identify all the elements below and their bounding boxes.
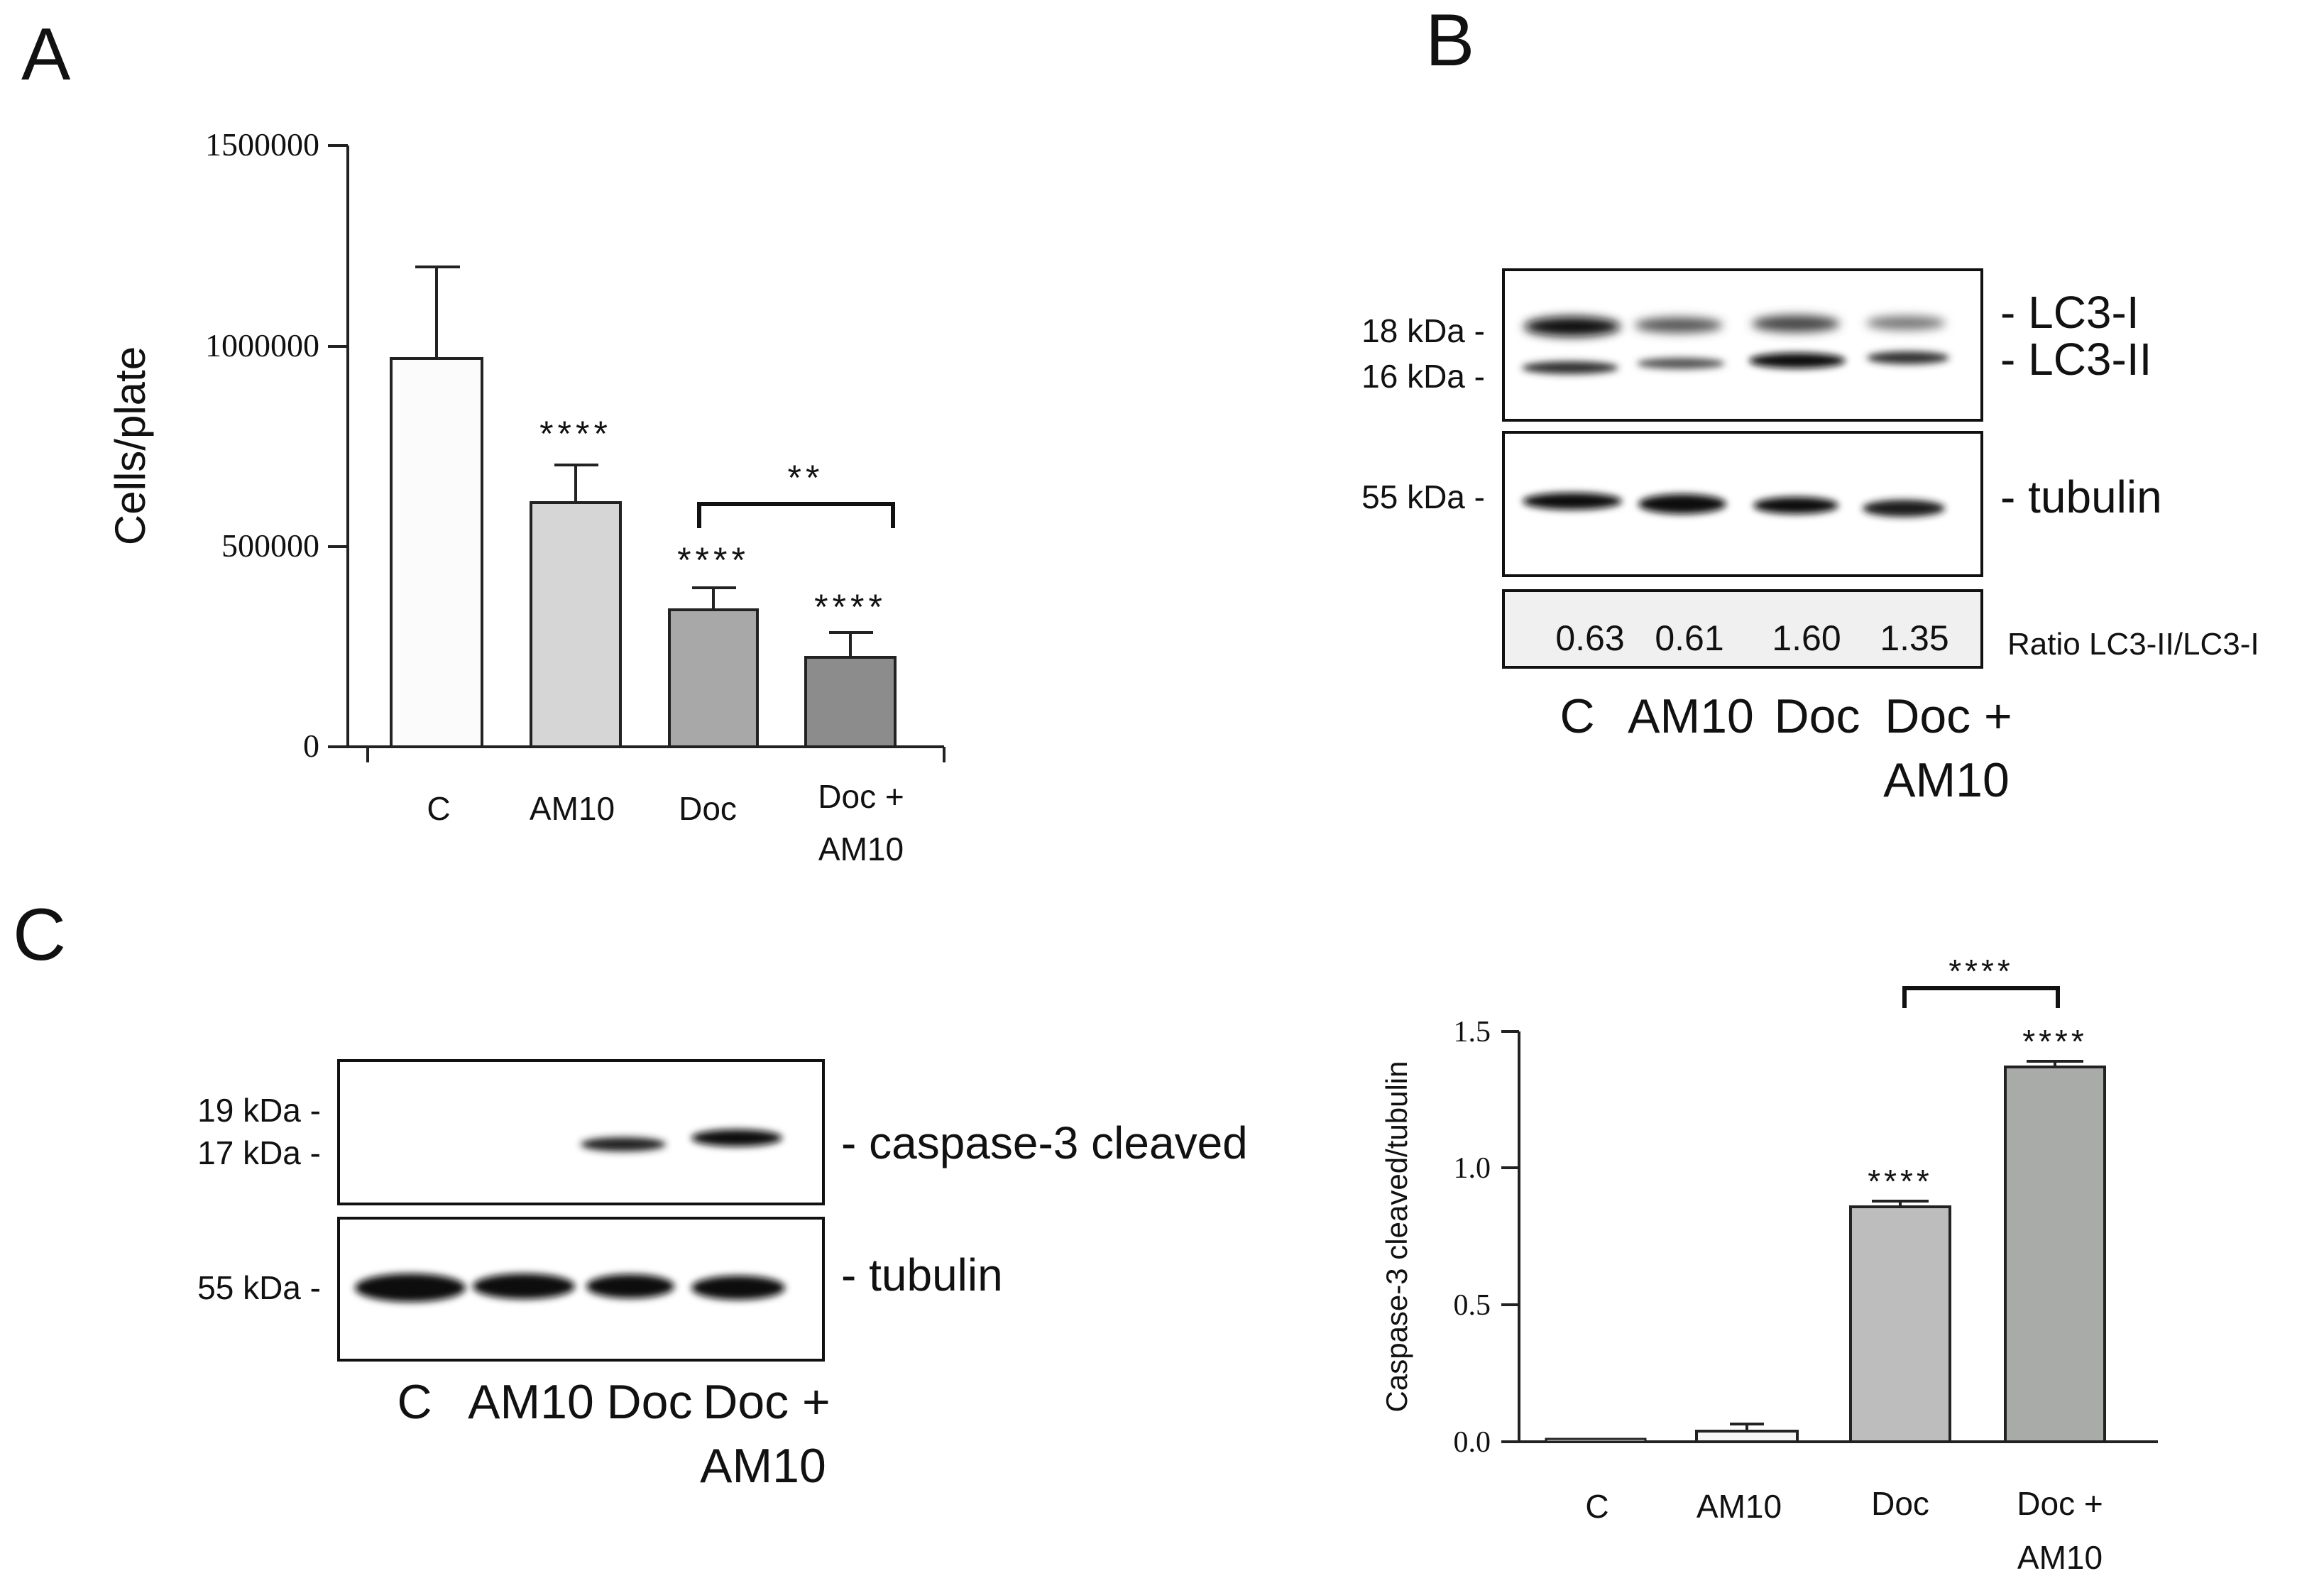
chart-c-significance: **** xyxy=(1868,1163,1933,1200)
panel-letter-c: C xyxy=(13,894,66,976)
chart-c-xlabel-doc-am10-line1: Doc + xyxy=(2017,1485,2103,1522)
chart-a-xlabel-c: C xyxy=(427,790,450,827)
blot-c-marker: 19 kDa - xyxy=(197,1092,321,1129)
blot-c-band-tubulin-doc xyxy=(586,1274,674,1298)
panel-letter-a: A xyxy=(21,13,71,96)
chart-c-ylabel: Caspase-3 cleaved/tubulin xyxy=(1380,1061,1413,1413)
chart-c-ytick-label: 0.5 xyxy=(1454,1289,1491,1322)
chart-c-bar-doc xyxy=(1849,1205,1951,1443)
blot-c-marker: 17 kDa - xyxy=(197,1134,321,1171)
chart-c-significance: **** xyxy=(2022,1023,2088,1060)
chart-a-ytick-label: 0 xyxy=(303,728,319,764)
blot-b-ratio-label: Ratio LC3-II/LC3-I xyxy=(2007,627,2259,662)
blot-b-band-label: - tubulin xyxy=(2000,471,2162,522)
blot-c-lane-label: Doc + xyxy=(703,1375,831,1429)
blot-c-band-tubulin-am10 xyxy=(473,1274,575,1299)
blot-b-marker: 18 kDa - xyxy=(1361,312,1485,349)
panel-letter-b: B xyxy=(1425,0,1474,82)
chart-a-bar-c xyxy=(390,357,483,748)
chart-c-bracket-label: **** xyxy=(1948,953,2014,990)
blot-b-band-label: - LC3-II xyxy=(2000,334,2152,385)
blot-c-marker: 55 kDa - xyxy=(197,1269,321,1306)
chart-a-significance: **** xyxy=(814,587,887,627)
chart-c-bar-doc-am10 xyxy=(2004,1066,2106,1443)
chart-c-xlabel-doc: Doc xyxy=(1871,1485,1929,1522)
chart-c-ytick-label: 1.5 xyxy=(1454,1016,1491,1048)
blot-c-lane-label: AM10 xyxy=(468,1375,594,1429)
blot-b-lane-label: Doc + xyxy=(1885,689,2012,743)
chart-a-xlabel-doc: Doc xyxy=(679,790,737,827)
chart-a-significance: **** xyxy=(677,540,750,580)
chart-c-bracket xyxy=(1902,986,2060,1008)
blot-b-band-lc3i-doc-am10 xyxy=(1866,316,1946,330)
chart-a-bracket-label: ** xyxy=(788,458,824,498)
blot-b-marker: 16 kDa - xyxy=(1361,358,1485,395)
blot-b-lane-label: AM10 xyxy=(1883,753,2010,807)
chart-a-bar-am10 xyxy=(530,501,622,748)
chart-a-ytick-label: 1000000 xyxy=(205,327,319,363)
blot-b-marker: 55 kDa - xyxy=(1361,478,1485,515)
blot-b-band-tubulin-doc-am10 xyxy=(1863,500,1945,517)
chart-c-ytick-label: 0.0 xyxy=(1454,1426,1491,1459)
blot-b-band-tubulin-am10 xyxy=(1638,494,1726,514)
blot-c-lane-label: C xyxy=(397,1375,432,1429)
chart-a: 0 500000 1000000 1500000 Cells/plate ***… xyxy=(106,126,946,867)
blot-c-band-caspase-doc xyxy=(581,1137,666,1151)
blot-b: 0.63 0.61 1.60 1.35 Ratio LC3-II/LC3-I 1… xyxy=(1361,268,2259,807)
blot-c-band-caspase-doc-am10 xyxy=(691,1129,782,1146)
blot-b-lane-label: C xyxy=(1560,689,1594,743)
blot-b-ratio-value: 1.60 xyxy=(1772,618,1841,658)
chart-a-ylabel: Cells/plate xyxy=(106,346,154,545)
blot-b-band-lc3i-c xyxy=(1524,317,1621,336)
chart-c-bar-am10 xyxy=(1695,1430,1799,1443)
chart-c-xlabel-am10: AM10 xyxy=(1697,1488,1782,1525)
blot-b-band-lc3ii-doc-am10 xyxy=(1867,351,1949,364)
blot-b-band-lc3ii-doc xyxy=(1749,353,1846,368)
chart-c: 0.0 0.5 1.0 1.5 Caspase-3 cleaved/tubuli… xyxy=(1380,953,2158,1576)
chart-a-bar-doc xyxy=(668,608,759,748)
blot-b-lane-label: Doc xyxy=(1775,689,1860,743)
chart-a-bar-doc-am10 xyxy=(804,656,897,748)
blot-b-ratio-box xyxy=(1502,589,1983,669)
blot-c-band-tubulin-doc-am10 xyxy=(691,1276,785,1300)
blot-b-band-lc3ii-am10 xyxy=(1637,358,1725,369)
blot-b-band-lc3i-am10 xyxy=(1635,317,1723,333)
blot-b-band-lc3i-doc xyxy=(1752,315,1840,332)
blot-c-band-tubulin-c xyxy=(355,1274,466,1302)
blot-b-band-tubulin-doc xyxy=(1753,497,1838,514)
chart-c-bar-c xyxy=(1545,1438,1647,1443)
chart-a-xlabel-doc-am10-line2: AM10 xyxy=(818,831,904,867)
blot-c-lane-label: Doc xyxy=(607,1375,693,1429)
blot-c-band-label: - tubulin xyxy=(841,1249,1003,1300)
blot-c-band-label: - caspase-3 cleaved xyxy=(841,1117,1248,1168)
chart-c-xlabel-doc-am10-line2: AM10 xyxy=(2017,1539,2103,1576)
blot-b-band-tubulin-c xyxy=(1523,493,1622,510)
chart-a-bracket xyxy=(697,502,895,528)
chart-a-significance: **** xyxy=(539,414,612,454)
blot-c-lane-label: AM10 xyxy=(700,1439,826,1493)
chart-c-xlabel-c: C xyxy=(1585,1488,1608,1525)
blot-b-lane-label: AM10 xyxy=(1628,689,1754,743)
chart-a-xlabel-doc-am10-line1: Doc + xyxy=(818,778,904,815)
blot-b-ratio-value: 0.61 xyxy=(1655,618,1723,658)
blot-b-lc3-membrane xyxy=(1502,268,1983,422)
chart-a-ytick-label: 1500000 xyxy=(205,126,319,163)
blot-b-band-lc3ii-c xyxy=(1522,361,1618,374)
blot-c: 19 kDa - 17 kDa - 55 kDa - - caspase-3 c… xyxy=(197,1059,1248,1493)
chart-a-xlabel-am10: AM10 xyxy=(530,790,615,827)
blot-b-ratio-value: 0.63 xyxy=(1555,618,1624,658)
chart-a-ytick-label: 500000 xyxy=(221,527,319,564)
blot-b-ratio-value: 1.35 xyxy=(1880,618,1948,658)
blot-b-band-label: - LC3-I xyxy=(2000,287,2139,338)
chart-c-ytick-label: 1.0 xyxy=(1454,1152,1491,1185)
